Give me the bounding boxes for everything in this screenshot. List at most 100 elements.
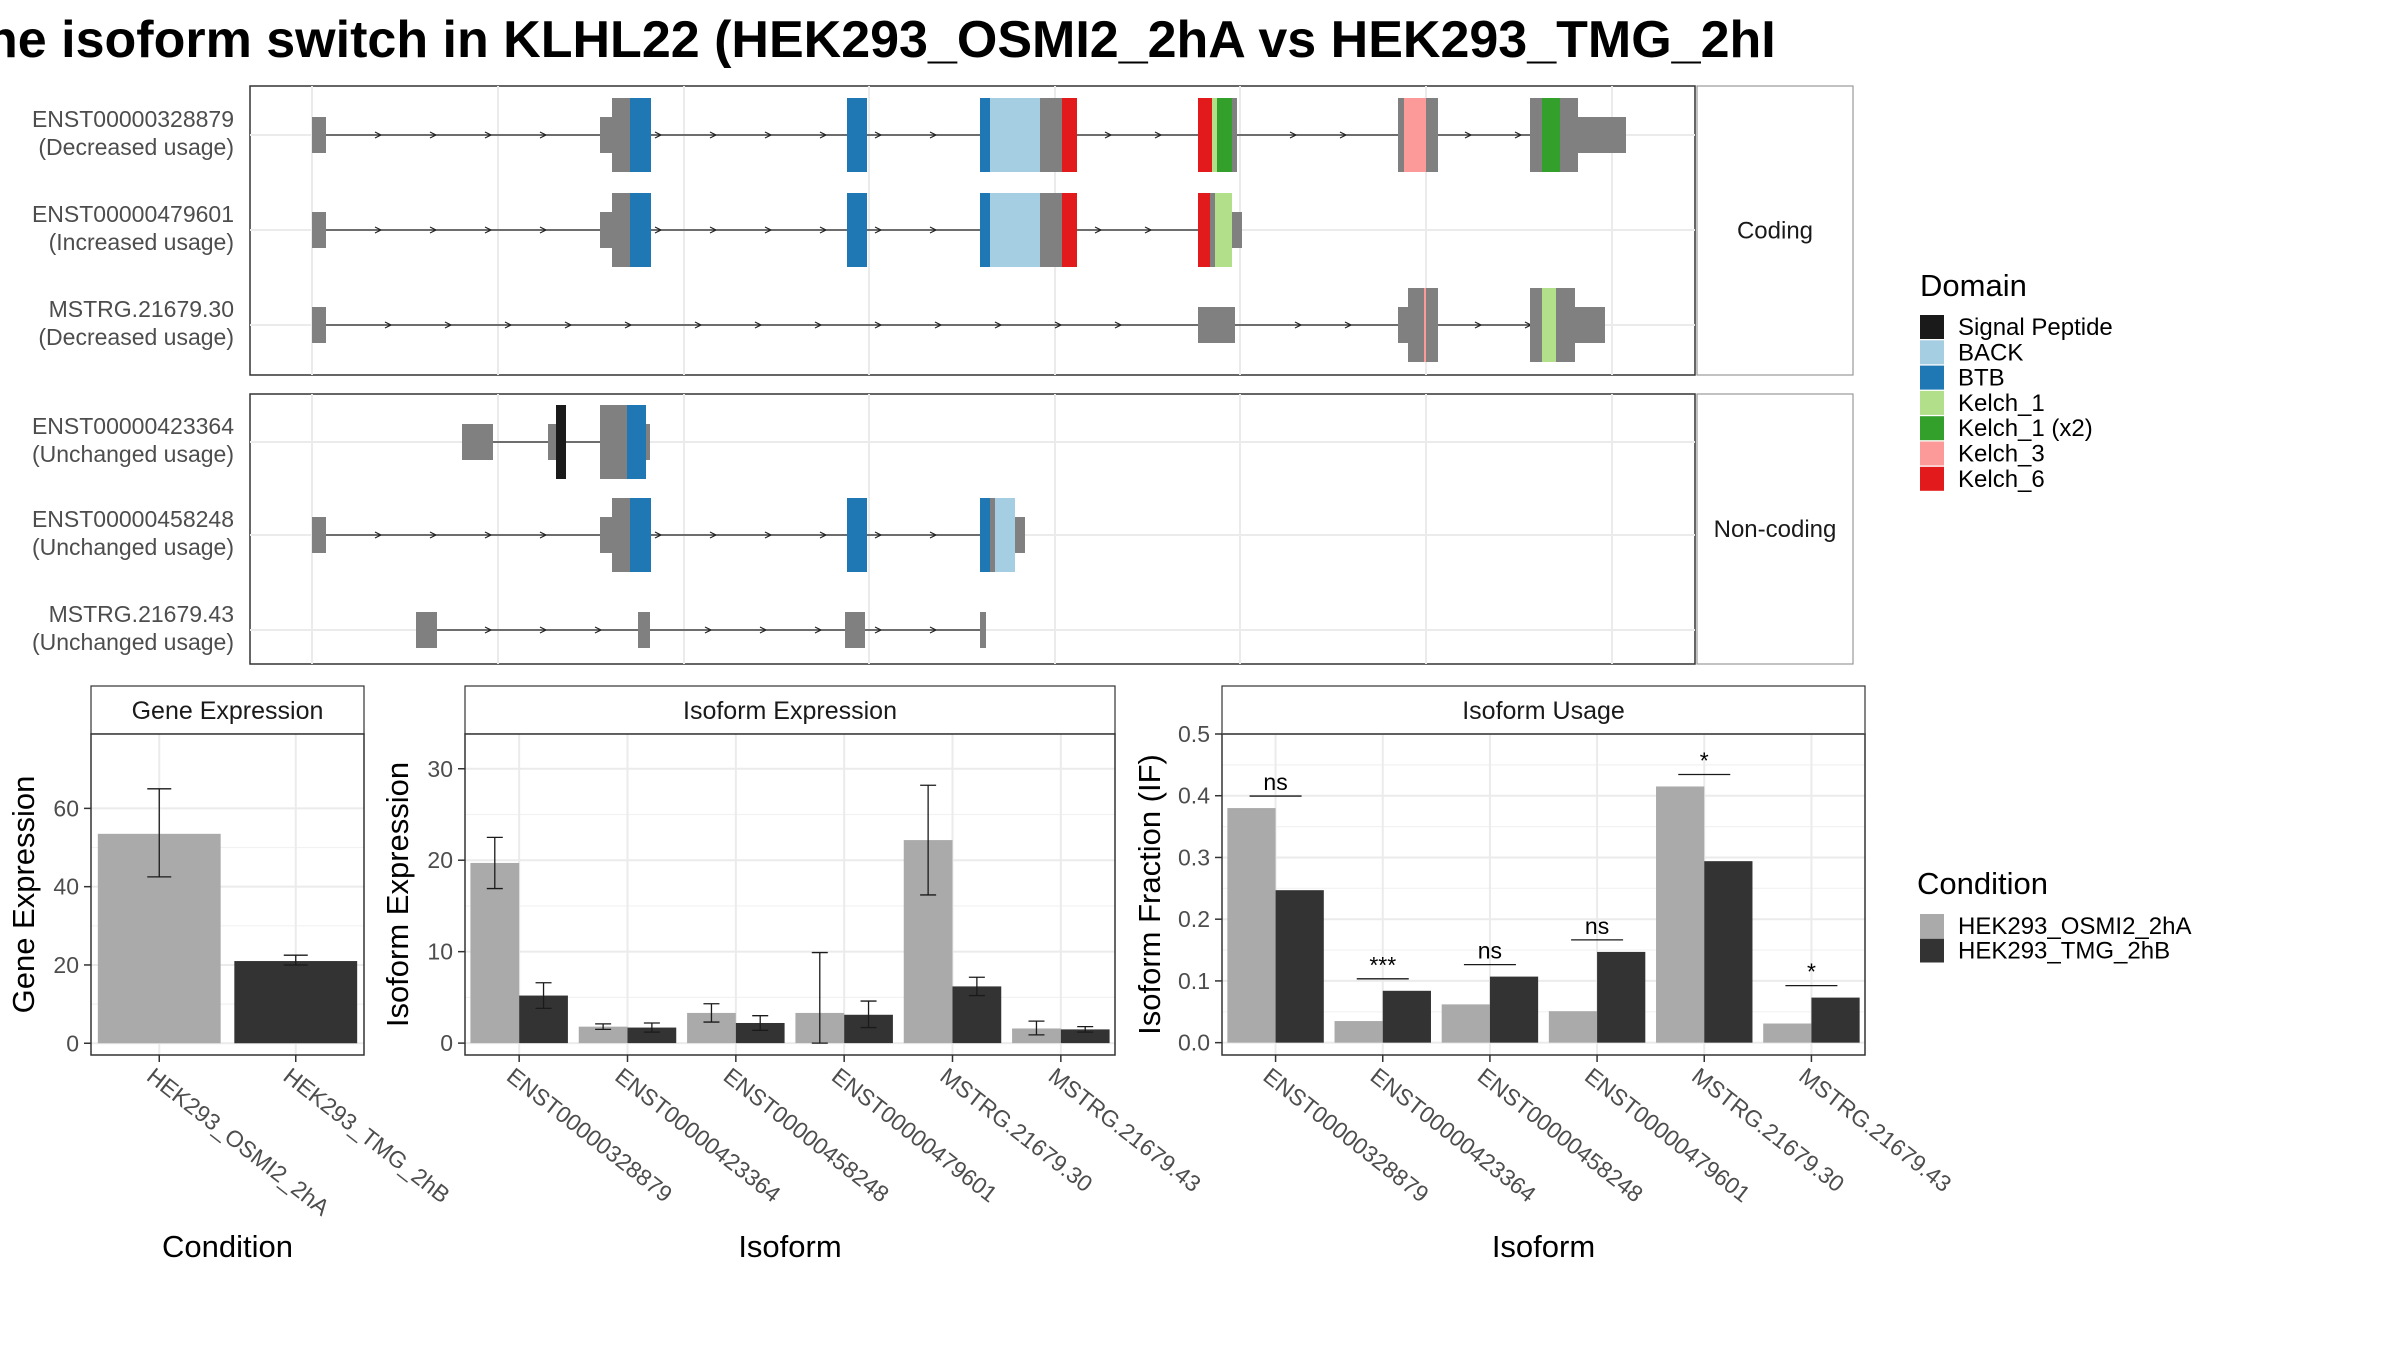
domain-legend-title: Domain <box>1920 268 2027 303</box>
exon-block <box>1210 193 1215 267</box>
domain-block <box>1062 193 1077 267</box>
bar <box>234 961 358 1044</box>
intron-arrow <box>624 321 633 329</box>
exon-block <box>1530 288 1542 362</box>
domain-block <box>630 193 651 267</box>
intron-arrow <box>814 321 823 329</box>
bar <box>1334 1021 1383 1043</box>
exon-block <box>1232 98 1237 172</box>
intron-arrow <box>709 531 718 539</box>
y-tick-label: 0.1 <box>1178 968 1210 994</box>
intron-arrow <box>539 226 548 234</box>
transcript-row: ENST00000423364(Unchanged usage) <box>32 405 1695 479</box>
bar <box>1227 808 1276 1043</box>
condition-legend-label: HEK293_TMG_2hB <box>1958 938 2170 965</box>
condition-legend-key <box>1920 938 1944 963</box>
exon-block <box>1575 307 1605 343</box>
exon-block <box>1408 288 1424 362</box>
domain-legend-key <box>1920 390 1944 415</box>
domain-block <box>847 498 867 572</box>
y-tick-label: 0 <box>440 1030 453 1056</box>
chart-strip <box>90 685 365 735</box>
domain-legend-label: Kelch_1 (x2) <box>1958 415 2093 442</box>
chart-panel <box>465 734 1115 1055</box>
y-tick-label: 30 <box>427 756 453 782</box>
bar <box>1275 890 1324 1043</box>
bar <box>1012 1028 1061 1044</box>
intron-arrow <box>754 321 763 329</box>
x-axis-title: Isoform <box>738 1229 841 1264</box>
exon-block <box>1398 98 1404 172</box>
intron-arrow <box>429 531 438 539</box>
x-axis-title: Condition <box>162 1229 293 1264</box>
bar <box>1656 786 1705 1043</box>
intron-arrow <box>994 321 1003 329</box>
exon-block <box>1426 288 1438 362</box>
bar <box>1382 990 1431 1043</box>
y-tick-label: 10 <box>427 939 453 965</box>
condition-legend-key <box>1920 914 1944 938</box>
domain-legend-label: Kelch_6 <box>1958 466 2045 493</box>
intron-arrow <box>374 226 383 234</box>
domain-block <box>990 193 1040 267</box>
exon-block <box>312 212 326 248</box>
domain-block <box>980 193 990 267</box>
y-tick-label: 0.4 <box>1178 783 1210 809</box>
facet-strip <box>1696 393 1854 665</box>
transcript-usage: (Decreased usage) <box>38 324 234 350</box>
facet-label: Coding <box>1737 218 1813 245</box>
domain-legend-label: Signal Peptide <box>1958 314 2113 341</box>
significance-label: ns <box>1263 769 1287 795</box>
domain-legend-label: BACK <box>1958 339 2023 366</box>
exon-block <box>312 517 326 553</box>
exon-block <box>600 517 612 553</box>
transcript-row: ENST00000458248(Unchanged usage) <box>32 498 1695 572</box>
transcript-usage: (Unchanged usage) <box>32 534 234 560</box>
exon-block <box>980 612 986 648</box>
domain-block <box>1404 98 1426 172</box>
condition-legend-title: Condition <box>1917 866 2048 901</box>
bar <box>1489 976 1539 1043</box>
bar <box>735 1022 785 1044</box>
intron-arrow <box>1114 321 1123 329</box>
bar <box>578 1026 628 1044</box>
intron-arrow <box>1144 226 1153 234</box>
intron-arrow <box>759 626 768 634</box>
domain-legend-key <box>1920 315 1944 339</box>
intron-arrow <box>874 226 883 234</box>
bar <box>1763 1023 1812 1043</box>
intron-arrow <box>874 626 883 634</box>
y-axis-title: Gene Expression <box>6 776 41 1014</box>
domain-legend-key <box>1920 466 1944 491</box>
exon-block <box>1232 212 1242 248</box>
intron-arrow <box>1339 131 1348 139</box>
intron-arrow <box>484 531 493 539</box>
domain-legend-key <box>1920 340 1944 365</box>
intron-arrow <box>929 531 938 539</box>
domain-block <box>630 98 651 172</box>
domain-block <box>1062 98 1077 172</box>
y-tick-label: 0.0 <box>1178 1030 1210 1056</box>
exon-block <box>1578 117 1626 153</box>
domain-block <box>980 498 990 572</box>
intron-arrow <box>564 321 573 329</box>
exon-block <box>1040 193 1062 267</box>
intron-arrow <box>1464 131 1473 139</box>
domain-legend-key <box>1920 416 1944 441</box>
chart-frame <box>1221 733 1866 1056</box>
transcript-usage: (Unchanged usage) <box>32 629 234 655</box>
transcript-id: MSTRG.21679.30 <box>49 296 234 322</box>
intron-arrow <box>444 321 453 329</box>
intron-arrow <box>934 321 943 329</box>
figure-title: he isoform switch in KLHL22 (HEK293_OSMI… <box>0 11 1776 69</box>
intron-arrow <box>484 626 493 634</box>
bar <box>1060 1029 1110 1044</box>
domain-legend-key <box>1920 441 1944 466</box>
y-tick-label: 0.5 <box>1178 721 1210 747</box>
domain-legend-label: BTB <box>1958 365 2005 392</box>
x-axis-title: Isoform <box>1492 1229 1595 1264</box>
intron-arrow <box>539 131 548 139</box>
